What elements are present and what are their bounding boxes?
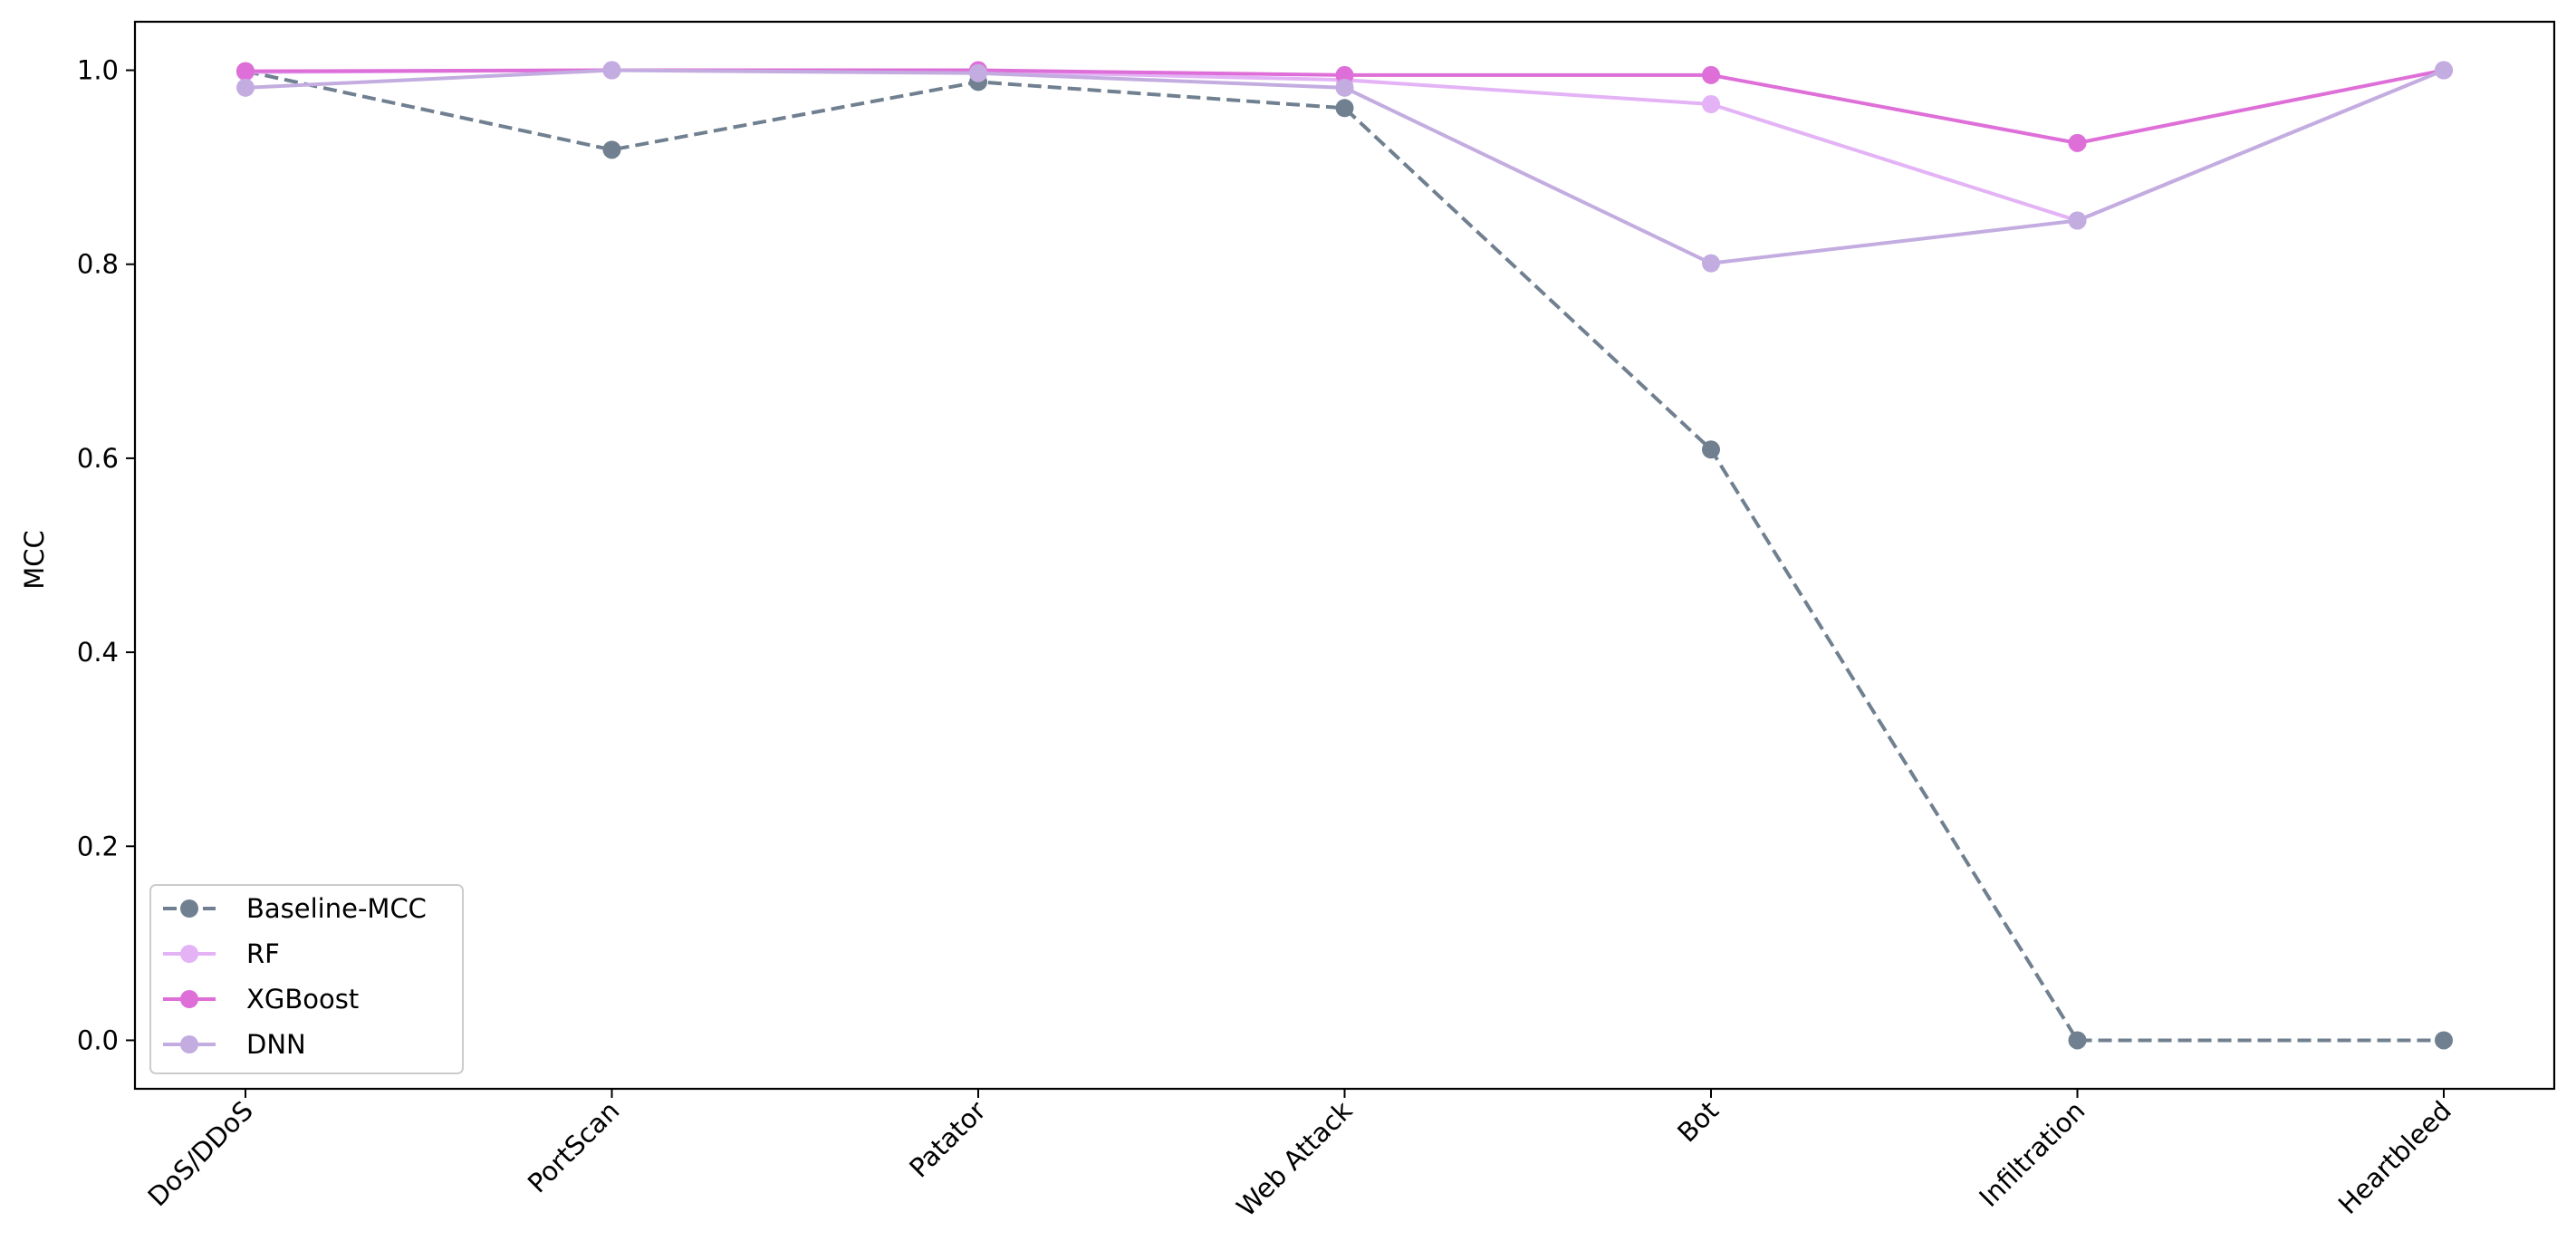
x-axis: DoS/DDoS PortScan Patator Web Attack Bot Infi… [141, 1089, 2457, 1223]
point-xgboost-dos-ddos [236, 62, 255, 81]
point-dnn-dos-ddos [236, 78, 255, 97]
point-baseline-mcc-portscan [602, 140, 621, 159]
point-baseline-mcc-infiltration [2068, 1031, 2087, 1050]
plot-area [236, 61, 2453, 1050]
point-baseline-mcc-heartbleed [2435, 1031, 2453, 1050]
point-dnn-web-attack [1335, 78, 1354, 97]
y-axis-label: MCC [19, 530, 50, 590]
y-tick-label: 0.4 [77, 637, 119, 668]
series-dnn [236, 61, 2453, 273]
x-tick-label-dos-ddos: DoS/DDoS [141, 1095, 258, 1212]
y-tick-label: 0.8 [77, 249, 119, 280]
y-axis: 0.0 0.2 0.4 0.6 0.8 1.0 [77, 55, 135, 1055]
series-line-baseline-mcc [245, 69, 2444, 1043]
legend-marker [180, 1035, 198, 1053]
y-tick-label: 0.0 [77, 1024, 119, 1055]
legend-box [149, 884, 464, 1074]
legend-marker [180, 899, 198, 918]
point-dnn-infiltration [2068, 211, 2087, 230]
x-tick-label-portscan: PortScan [522, 1095, 626, 1199]
y-tick-label: 1.0 [77, 55, 119, 86]
point-xgboost-infiltration [2068, 133, 2087, 152]
y-tick-label: 0.6 [77, 443, 119, 474]
series-baseline-mcc [236, 62, 2453, 1050]
point-rf-bot [1702, 95, 1720, 114]
x-tick-label-web-attack: Web Attack [1231, 1095, 1359, 1223]
plot-frame [133, 20, 2556, 1091]
x-tick-label-bot: Bot [1671, 1095, 1725, 1149]
legend-item-baseline-mcc: Baseline-MCC [163, 893, 427, 924]
legend-label: XGBoost [246, 984, 359, 1015]
legend: Baseline-MCC RF XGBoost DNN [149, 884, 464, 1074]
point-dnn-patator [969, 63, 987, 82]
legend-item-xgboost: XGBoost [163, 984, 359, 1015]
point-baseline-mcc-web-attack [1335, 99, 1354, 118]
legend-item-rf: RF [163, 938, 280, 969]
legend-item-dnn: DNN [163, 1029, 306, 1060]
x-tick-label-heartbleed: Heartbleed [2332, 1095, 2457, 1220]
point-dnn-bot [1702, 254, 1720, 273]
x-tick-label-patator: Patator [903, 1095, 992, 1184]
legend-marker [180, 990, 198, 1008]
x-tick-label-infiltration: Infiltration [1973, 1095, 2091, 1213]
point-xgboost-web-attack [1335, 65, 1354, 84]
point-baseline-mcc-bot [1702, 440, 1720, 459]
point-xgboost-bot [1702, 65, 1720, 84]
legend-label: Baseline-MCC [246, 893, 427, 924]
legend-label: DNN [246, 1029, 306, 1060]
legend-marker [180, 945, 198, 963]
legend-label: RF [246, 938, 280, 969]
point-dnn-heartbleed [2435, 61, 2453, 80]
point-dnn-portscan [602, 61, 621, 80]
y-tick-label: 0.2 [77, 831, 119, 861]
